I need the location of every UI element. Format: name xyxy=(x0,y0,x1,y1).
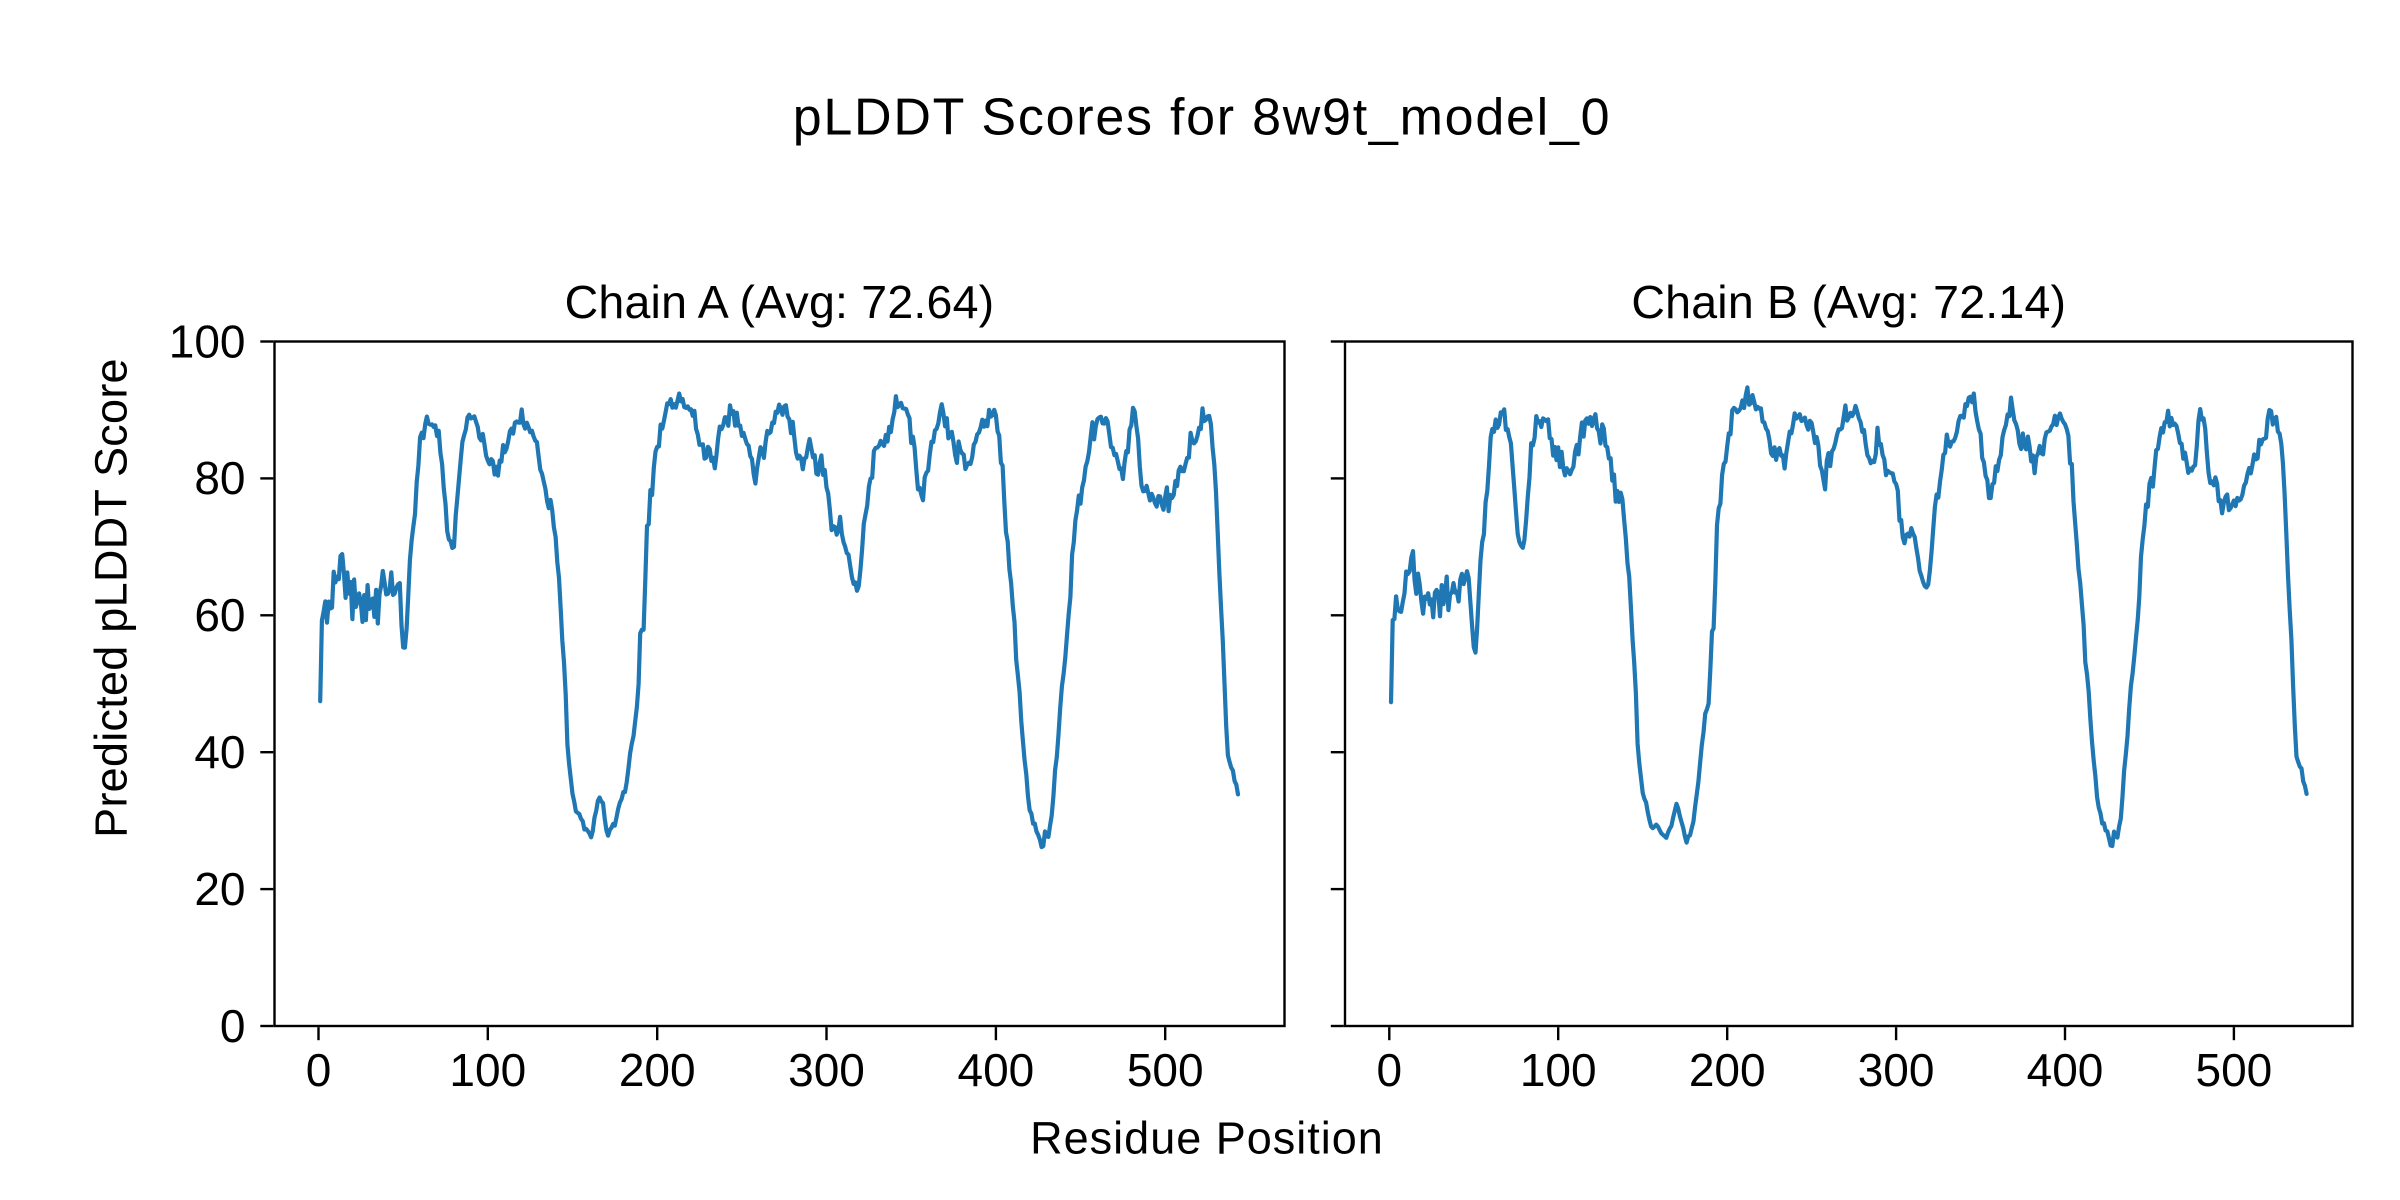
svg-text:100: 100 xyxy=(449,1044,526,1096)
svg-text:60: 60 xyxy=(194,589,245,641)
svg-text:300: 300 xyxy=(788,1044,865,1096)
svg-text:20: 20 xyxy=(194,863,245,915)
svg-text:400: 400 xyxy=(2027,1044,2104,1096)
svg-text:Predicted pLDDT Score: Predicted pLDDT Score xyxy=(86,358,137,838)
svg-text:0: 0 xyxy=(306,1044,332,1096)
svg-text:Chain B (Avg: 72.14): Chain B (Avg: 72.14) xyxy=(1631,276,2066,328)
svg-text:0: 0 xyxy=(1377,1044,1403,1096)
svg-text:Residue Position: Residue Position xyxy=(1030,1113,1384,1164)
svg-text:80: 80 xyxy=(194,452,245,504)
svg-text:500: 500 xyxy=(1127,1044,1204,1096)
svg-text:500: 500 xyxy=(2196,1044,2273,1096)
svg-text:40: 40 xyxy=(194,726,245,778)
svg-text:100: 100 xyxy=(1520,1044,1597,1096)
svg-text:200: 200 xyxy=(1689,1044,1766,1096)
svg-text:pLDDT Scores for 8w9t_model_0: pLDDT Scores for 8w9t_model_0 xyxy=(793,89,1612,147)
svg-text:Chain A (Avg: 72.64): Chain A (Avg: 72.64) xyxy=(565,276,995,328)
svg-text:100: 100 xyxy=(169,315,246,367)
svg-text:200: 200 xyxy=(619,1044,696,1096)
svg-text:400: 400 xyxy=(958,1044,1035,1096)
svg-text:300: 300 xyxy=(1858,1044,1935,1096)
svg-text:0: 0 xyxy=(220,1000,246,1052)
